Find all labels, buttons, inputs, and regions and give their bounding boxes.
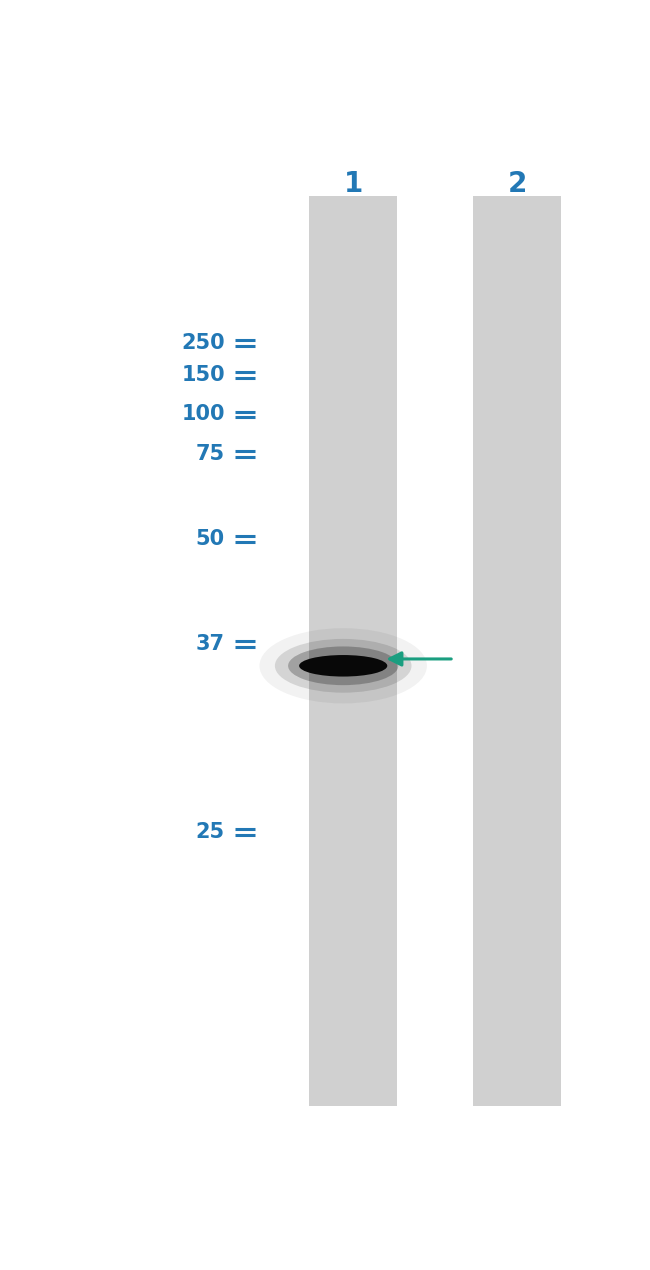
Ellipse shape [288,646,398,685]
Text: 2: 2 [507,170,526,198]
Text: 37: 37 [196,634,225,654]
Text: 75: 75 [196,443,225,464]
Text: 250: 250 [181,333,225,353]
Text: 150: 150 [181,366,225,385]
Ellipse shape [275,639,411,692]
Text: 50: 50 [196,528,225,549]
Text: 25: 25 [196,822,225,842]
Bar [473,197,561,1106]
Text: 100: 100 [181,404,225,424]
Bar [309,197,397,1106]
Text: 1: 1 [344,170,363,198]
Ellipse shape [259,629,427,704]
Ellipse shape [299,655,387,677]
